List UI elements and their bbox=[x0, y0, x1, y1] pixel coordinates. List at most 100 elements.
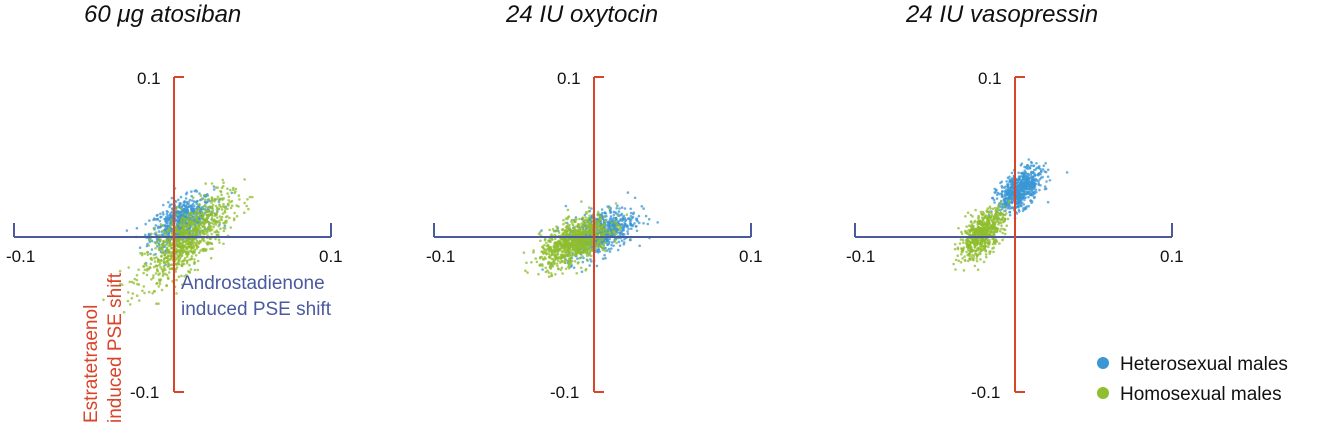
data-point bbox=[177, 275, 181, 279]
data-point bbox=[183, 256, 187, 260]
legend: Heterosexual males Homosexual males bbox=[1097, 354, 1288, 405]
data-point bbox=[991, 247, 994, 250]
data-point bbox=[986, 239, 990, 243]
data-point bbox=[615, 225, 619, 229]
data-point bbox=[195, 239, 199, 243]
data-point bbox=[588, 240, 592, 244]
data-point bbox=[994, 213, 997, 216]
data-point bbox=[142, 264, 146, 268]
data-point bbox=[147, 290, 151, 294]
data-point bbox=[959, 238, 963, 241]
data-point bbox=[603, 215, 606, 218]
data-point bbox=[1044, 161, 1047, 165]
data-point bbox=[552, 245, 555, 249]
data-point bbox=[617, 240, 621, 244]
data-point bbox=[247, 207, 250, 211]
data-point bbox=[212, 225, 215, 229]
data-point bbox=[556, 264, 559, 268]
data-point bbox=[568, 225, 571, 229]
data-point bbox=[1010, 201, 1014, 204]
data-point bbox=[986, 228, 989, 232]
data-point bbox=[530, 261, 533, 264]
data-point bbox=[165, 238, 168, 242]
data-point bbox=[219, 227, 222, 231]
data-point bbox=[168, 244, 172, 248]
y-axis-label-line1: Estratetraenol bbox=[81, 305, 102, 423]
data-point bbox=[601, 211, 604, 215]
data-point bbox=[580, 200, 583, 203]
data-point bbox=[192, 250, 195, 253]
data-point bbox=[580, 246, 584, 249]
data-point bbox=[146, 253, 150, 256]
data-point bbox=[206, 231, 209, 234]
data-point bbox=[591, 247, 594, 250]
data-point bbox=[973, 245, 977, 249]
data-point bbox=[131, 292, 135, 295]
data-point bbox=[229, 226, 232, 229]
data-point bbox=[1017, 175, 1021, 178]
data-point bbox=[207, 226, 210, 229]
data-point bbox=[177, 262, 180, 265]
data-point bbox=[970, 237, 973, 241]
data-point bbox=[159, 266, 162, 269]
data-point bbox=[195, 216, 198, 220]
data-point bbox=[210, 242, 213, 245]
data-point bbox=[953, 247, 957, 251]
data-point bbox=[600, 245, 603, 249]
data-point bbox=[578, 245, 581, 249]
data-point bbox=[548, 240, 551, 243]
data-point bbox=[227, 195, 231, 198]
data-point bbox=[543, 238, 547, 242]
data-point bbox=[190, 190, 193, 193]
data-point bbox=[155, 239, 159, 243]
data-point bbox=[610, 221, 614, 225]
data-point bbox=[230, 191, 234, 195]
data-point bbox=[196, 228, 199, 231]
data-point bbox=[197, 207, 201, 211]
data-point bbox=[1029, 172, 1033, 175]
data-point bbox=[150, 239, 153, 242]
data-point bbox=[621, 224, 625, 227]
data-point bbox=[961, 250, 964, 253]
data-point bbox=[547, 271, 550, 274]
data-point bbox=[137, 268, 140, 272]
data-point bbox=[206, 200, 209, 204]
data-point bbox=[1031, 175, 1034, 179]
data-point bbox=[595, 224, 599, 228]
data-point bbox=[149, 262, 153, 266]
data-point bbox=[988, 210, 991, 213]
data-point bbox=[603, 219, 607, 223]
data-point bbox=[983, 247, 986, 250]
data-point bbox=[1034, 179, 1037, 183]
data-point bbox=[603, 211, 607, 215]
data-point bbox=[1023, 198, 1026, 202]
data-point bbox=[1046, 175, 1050, 178]
data-point bbox=[626, 217, 630, 220]
data-point bbox=[154, 247, 157, 250]
data-point bbox=[612, 216, 616, 220]
data-point bbox=[557, 244, 560, 248]
data-point bbox=[190, 255, 194, 258]
data-point bbox=[616, 248, 620, 252]
data-point bbox=[1027, 158, 1031, 161]
data-point bbox=[1024, 181, 1027, 184]
data-point bbox=[163, 257, 166, 260]
data-point bbox=[571, 229, 574, 233]
data-point bbox=[977, 214, 980, 218]
data-point bbox=[974, 252, 977, 255]
data-point bbox=[597, 239, 601, 243]
data-point bbox=[541, 257, 545, 261]
data-point bbox=[546, 244, 550, 247]
data-point bbox=[185, 255, 189, 258]
data-point bbox=[170, 252, 174, 255]
data-point bbox=[191, 238, 195, 241]
data-point bbox=[194, 243, 198, 247]
data-point bbox=[222, 221, 225, 225]
x-tick-label-max: 0.1 bbox=[739, 247, 763, 266]
data-point bbox=[1006, 187, 1010, 191]
data-point bbox=[601, 257, 605, 261]
data-point bbox=[248, 195, 252, 199]
data-point bbox=[1037, 182, 1040, 185]
data-point bbox=[987, 245, 990, 249]
data-point bbox=[190, 232, 193, 236]
